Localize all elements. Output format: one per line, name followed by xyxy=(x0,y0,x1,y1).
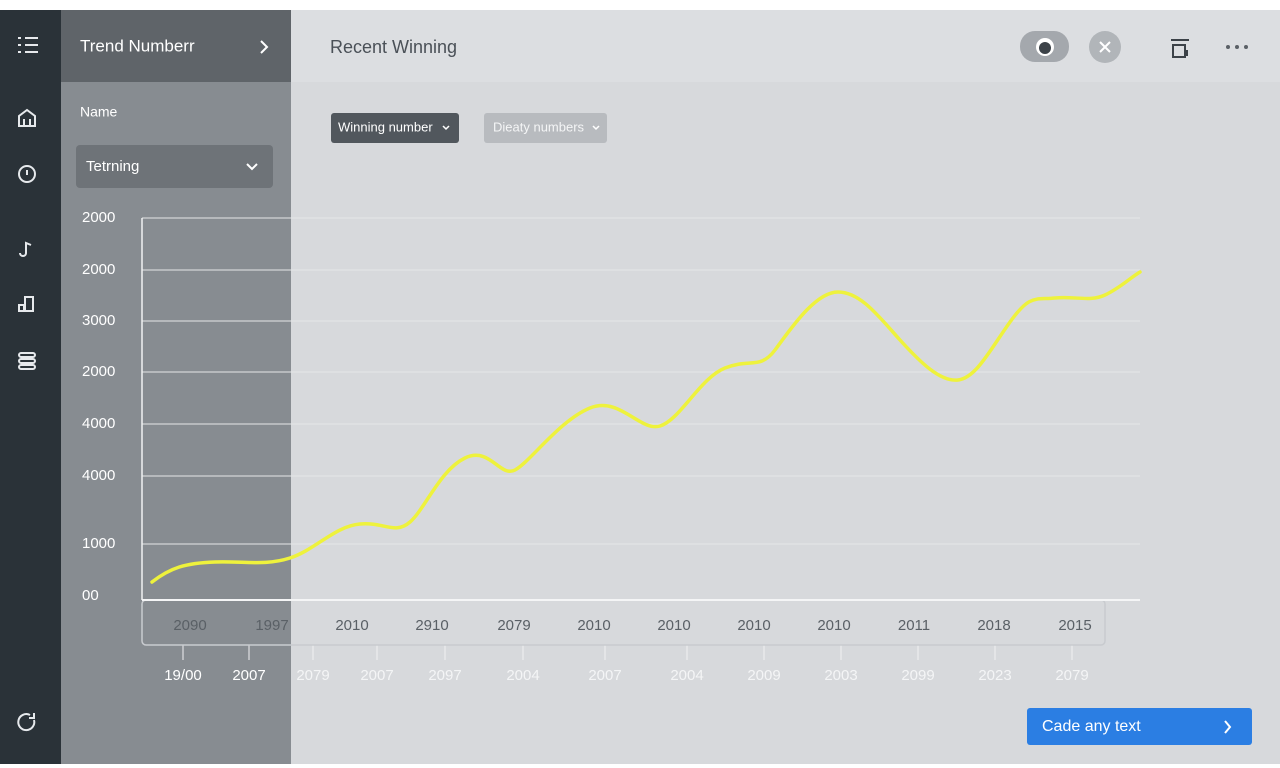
x-label: 2018 xyxy=(977,617,1010,634)
side-panel xyxy=(61,10,291,764)
header-title: Recent Winning xyxy=(330,37,457,57)
x-label: 2010 xyxy=(737,617,770,634)
x-label: 2010 xyxy=(657,617,690,634)
trend-line xyxy=(150,270,1142,584)
y-label: 2000 xyxy=(82,209,115,226)
x-label: 1997 xyxy=(255,617,288,634)
y-label: 00 xyxy=(82,587,99,604)
x-label: 2910 xyxy=(415,617,448,634)
x-label: 2007 xyxy=(360,667,393,684)
window-icon[interactable] xyxy=(1171,39,1189,58)
x-label: 2004 xyxy=(670,667,703,684)
x-label: 2079 xyxy=(497,617,530,634)
x-label: 2007 xyxy=(588,667,621,684)
x-label: 2010 xyxy=(577,617,610,634)
chevron[interactable] xyxy=(260,40,269,54)
y-label: 1000 xyxy=(82,535,115,552)
y-label: 4000 xyxy=(82,415,115,432)
nav-icons[interactable] xyxy=(17,37,38,732)
filter-label: Dieaty numbers xyxy=(493,119,585,134)
x-label: 2010 xyxy=(335,617,368,634)
x-label: 2023 xyxy=(978,667,1011,684)
x-label: 19/00 xyxy=(164,667,202,684)
caret xyxy=(246,163,258,171)
y-label: 3000 xyxy=(82,312,115,329)
name-label: Name xyxy=(80,104,118,120)
filter-dropdown[interactable] xyxy=(331,113,459,143)
y-label: 4000 xyxy=(82,467,115,484)
x-label: 2090 xyxy=(173,617,206,634)
x-label: 2097 xyxy=(428,667,461,684)
chart: 2079 2023 2099 2003 2009 2004 2007 2004 2097 2007… xyxy=(82,209,1142,684)
filter-label: Winning number xyxy=(338,119,433,134)
x-label: 2015 xyxy=(1058,617,1091,634)
action-button[interactable] xyxy=(1027,708,1252,745)
x-label: 2099 xyxy=(901,667,934,684)
x-label: 2007 xyxy=(232,667,265,684)
name-dropdown[interactable] xyxy=(76,145,273,188)
button-label: Cade any text xyxy=(1042,718,1141,735)
x-label: 2079 xyxy=(1055,667,1088,684)
more-icon[interactable] xyxy=(1226,45,1248,49)
x-label: 2011 xyxy=(898,617,930,634)
side-panel-header xyxy=(61,10,291,82)
filter-dropdown[interactable] xyxy=(484,113,607,143)
x-label: 2003 xyxy=(824,667,857,684)
x-label: 2010 xyxy=(817,617,850,634)
x-label: 2079 xyxy=(296,667,329,684)
x-label: 2004 xyxy=(506,667,539,684)
y-label: 2000 xyxy=(82,261,115,278)
y-label: 2000 xyxy=(82,363,115,380)
panel-title: Trend Numberr xyxy=(80,36,195,55)
dropdown-value: Tetrning xyxy=(86,158,139,175)
x-label: 2009 xyxy=(747,667,780,684)
nav-rail xyxy=(0,10,61,764)
